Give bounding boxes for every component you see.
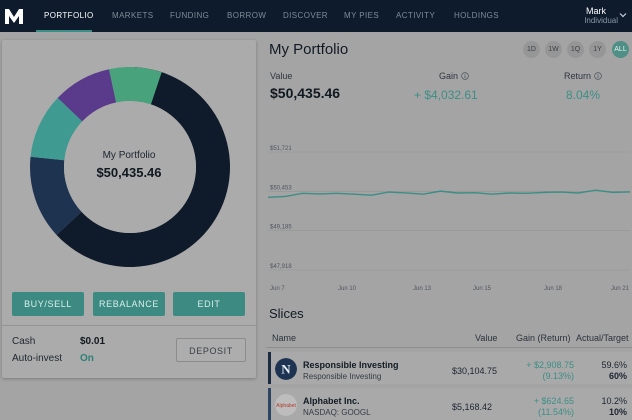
- nav-holdings[interactable]: HOLDINGS: [454, 11, 499, 20]
- info-icon[interactable]: [594, 72, 602, 80]
- alphabet-logo-icon: Alphabet: [275, 394, 297, 416]
- value-label: Value: [270, 71, 293, 81]
- portfolio-donut-chart[interactable]: [28, 65, 232, 269]
- top-nav: PORTFOLIO MARKETS FUNDING BORROW DISCOVE…: [0, 0, 632, 32]
- cash-label: Cash: [12, 336, 36, 347]
- nav-discover[interactable]: DISCOVER: [283, 11, 328, 20]
- col-value[interactable]: Value: [475, 333, 498, 343]
- table-divider: [266, 347, 632, 348]
- range-all-button[interactable]: ALL: [612, 41, 629, 58]
- portfolio-value-line[interactable]: [267, 189, 631, 199]
- slice-name[interactable]: Alphabet Inc.: [303, 396, 360, 406]
- rebalance-button[interactable]: REBALANCE: [93, 292, 165, 316]
- col-name[interactable]: Name: [272, 333, 297, 343]
- info-icon[interactable]: [461, 72, 469, 80]
- nav-portfolio[interactable]: PORTFOLIO: [44, 11, 94, 20]
- donut-segment[interactable]: [56, 67, 230, 267]
- table-row[interactable]: Alphabet Alphabet Inc. NASDAQ: GOOGL $5,…: [268, 388, 632, 420]
- chevron-down-icon[interactable]: [618, 10, 628, 20]
- slice-value: $30,104.75: [452, 366, 498, 376]
- x-tick-label: Jun 13: [413, 286, 432, 292]
- deposit-button[interactable]: DEPOSIT: [176, 338, 246, 362]
- range-1y-button[interactable]: 1Y: [589, 41, 606, 58]
- y-tick-label: $50,453: [270, 185, 292, 191]
- x-tick-label: Jun 15: [473, 286, 492, 292]
- slice-color-bar: [268, 352, 271, 384]
- x-tick-label: Jun 7: [270, 286, 285, 292]
- portfolio-line-chart[interactable]: $51,721 $50,453 $49,185 $47,918 Jun 7 Jun 10 J…: [266, 140, 632, 294]
- x-tick-label: Jun 18: [544, 286, 563, 292]
- nav-funding[interactable]: FUNDING: [170, 11, 210, 20]
- slice-actual: 10.2%: [601, 396, 627, 406]
- gain-amount: + $4,032.61: [414, 88, 478, 102]
- x-tick-label: Jun 10: [338, 286, 357, 292]
- nav-markets[interactable]: MARKETS: [112, 11, 154, 20]
- slice-color-bar: [268, 388, 271, 420]
- divider: [2, 325, 256, 326]
- range-1d-button[interactable]: 1D: [523, 41, 540, 58]
- return-label: Return: [564, 71, 592, 81]
- nav-activity[interactable]: ACTIVITY: [396, 11, 436, 20]
- slice-return: (9.13%): [542, 371, 574, 381]
- slices-title: Slices: [269, 306, 304, 321]
- slice-name[interactable]: Responsible Investing: [303, 360, 399, 370]
- donut-title: My Portfolio: [102, 150, 156, 161]
- donut-segment[interactable]: [57, 69, 117, 122]
- y-tick-label: $47,918: [270, 264, 292, 270]
- slice-gain: + $2,908.75: [526, 360, 574, 370]
- auto-invest-value[interactable]: On: [80, 353, 94, 364]
- y-tick-label: $51,721: [270, 146, 292, 152]
- return-amount: 8.04%: [566, 88, 601, 102]
- logo-text: N: [281, 362, 291, 377]
- gain-label: Gain: [439, 71, 459, 81]
- donut-segment[interactable]: [109, 67, 162, 105]
- slice-return: (11.54%): [538, 407, 574, 417]
- slice-actual: 59.6%: [601, 360, 627, 370]
- active-nav-indicator: [36, 30, 92, 32]
- donut-segment[interactable]: [30, 156, 82, 235]
- edit-button[interactable]: EDIT: [173, 292, 245, 316]
- page-title: My Portfolio: [269, 41, 349, 58]
- slice-subtitle: NASDAQ: GOOGL: [303, 408, 371, 417]
- auto-invest-label: Auto-invest: [12, 353, 63, 364]
- col-gain[interactable]: Gain (Return): [516, 333, 571, 343]
- table-row[interactable]: N Responsible Investing Responsible Inve…: [268, 352, 632, 384]
- user-name[interactable]: Mark: [586, 6, 606, 16]
- slice-subtitle: Responsible Investing: [303, 372, 382, 381]
- gain-label-group: Gain: [439, 71, 469, 81]
- logo-text: Alphabet: [276, 403, 296, 409]
- range-1w-button[interactable]: 1W: [545, 41, 562, 58]
- nav-borrow[interactable]: BORROW: [227, 11, 267, 20]
- return-label-group: Return: [564, 71, 602, 81]
- slice-target: 60%: [608, 371, 627, 381]
- range-1q-button[interactable]: 1Q: [567, 41, 584, 58]
- donut-hole: [64, 101, 196, 233]
- slice-value: $5,168.42: [452, 402, 493, 412]
- m1-logo-icon[interactable]: [4, 6, 24, 26]
- slice-gain: + $624.65: [533, 396, 574, 406]
- y-tick-label: $49,185: [270, 225, 292, 231]
- value-amount: $50,435.46: [270, 85, 341, 101]
- x-tick-label: Jun 21: [611, 286, 630, 292]
- donut-value: $50,435.46: [96, 165, 162, 180]
- responsible-investing-logo-icon: N: [275, 358, 297, 380]
- portfolio-card: My Portfolio $50,435.46 BUY/SELL REBALAN…: [2, 40, 256, 378]
- col-actual-target[interactable]: Actual/Target: [576, 333, 629, 343]
- account-type[interactable]: Individual: [584, 16, 618, 25]
- slice-target: 10%: [608, 407, 627, 417]
- donut-segment[interactable]: [30, 97, 83, 161]
- nav-my-pies[interactable]: MY PIES: [344, 11, 380, 20]
- cash-value: $0.01: [80, 336, 106, 347]
- buy-sell-button[interactable]: BUY/SELL: [12, 292, 84, 316]
